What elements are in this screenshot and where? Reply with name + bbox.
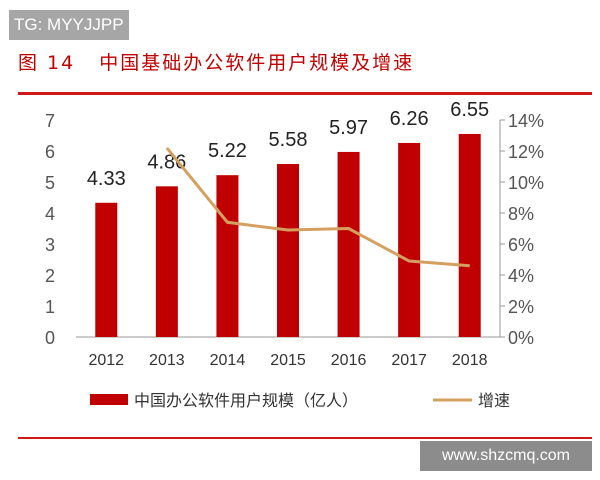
right-tick-label: 4% [508, 266, 534, 286]
bar [155, 186, 178, 337]
left-tick-label: 4 [45, 204, 55, 224]
legend-line-label: 增速 [478, 391, 510, 410]
left-tick-label: 1 [45, 297, 55, 317]
x-tick-label: 2018 [452, 352, 488, 369]
data-label: 4.86 [147, 151, 186, 173]
data-label: 5.58 [269, 129, 308, 151]
x-tick-label: 2015 [270, 352, 306, 369]
data-label: 6.55 [450, 99, 489, 121]
left-tick-label: 2 [45, 266, 55, 286]
watermark-top: TG: MYYJJPP [9, 10, 129, 40]
data-label: 5.97 [329, 117, 368, 139]
data-label: 6.26 [390, 108, 429, 130]
bottom-rule [18, 437, 592, 439]
bar [95, 202, 118, 337]
right-tick-label: 6% [508, 235, 534, 255]
x-tick-label: 2014 [210, 352, 246, 369]
right-tick-label: 14% [508, 111, 544, 131]
right-tick-label: 2% [508, 297, 534, 317]
right-tick-label: 0% [508, 328, 534, 348]
left-tick-label: 6 [45, 142, 55, 162]
bar [216, 175, 239, 337]
watermark-bottom: www.shzcmq.com [420, 441, 592, 471]
data-label: 4.33 [87, 168, 126, 190]
figure-label: 图 14 [18, 52, 76, 74]
data-label: 5.22 [208, 140, 247, 162]
figure-title: 图 14 中国基础办公软件用户规模及增速 [18, 48, 414, 75]
growth-line [165, 146, 470, 268]
x-tick-label: 2013 [149, 352, 185, 369]
x-tick-label: 2017 [391, 352, 427, 369]
x-tick-label: 2012 [88, 352, 124, 369]
figure-title-text: 中国基础办公软件用户规模及增速 [99, 52, 415, 74]
left-tick-label: 7 [45, 111, 55, 131]
left-tick-label: 3 [45, 235, 55, 255]
left-tick-label: 5 [45, 173, 55, 193]
bar [458, 133, 481, 337]
legend-bar-label: 中国办公软件用户规模（亿人） [134, 391, 358, 410]
left-tick-label: 0 [45, 328, 55, 348]
right-tick-label: 8% [508, 204, 534, 224]
legend-bar-swatch [90, 394, 128, 405]
right-tick-label: 12% [508, 142, 544, 162]
top-rule [18, 92, 592, 95]
bar [398, 142, 421, 337]
bar [337, 151, 360, 337]
x-tick-label: 2016 [331, 352, 367, 369]
right-tick-label: 10% [508, 173, 544, 193]
bar [277, 164, 299, 337]
